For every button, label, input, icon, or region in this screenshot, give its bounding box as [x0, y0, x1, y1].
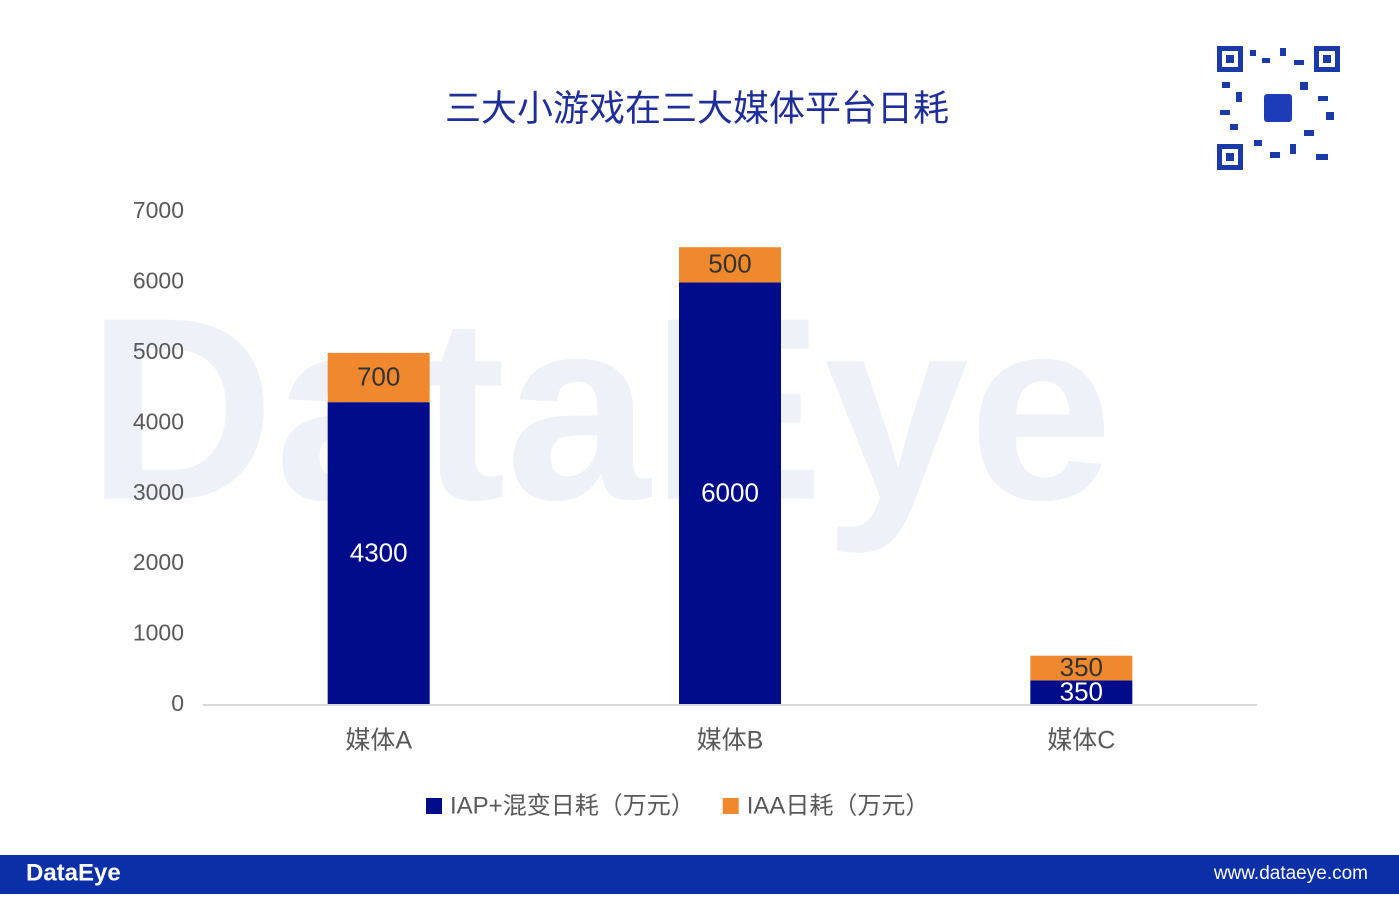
bar-segment: [1030, 655, 1133, 681]
bar-segment: [327, 402, 430, 705]
bar-segment: [679, 247, 781, 283]
legend-label: IAP+混变日耗（万元）: [450, 792, 695, 819]
y-tick-label: 1000: [133, 620, 184, 646]
chart-title: 三大小游戏在三大媒体平台日耗: [445, 88, 949, 129]
legend-swatch: [722, 798, 739, 814]
bar-segment: [327, 352, 430, 403]
y-tick-label: 7000: [133, 197, 184, 223]
data-label: 500: [708, 249, 751, 279]
y-tick-label: 0: [171, 690, 184, 716]
bar-segment: [1030, 680, 1133, 705]
qr-code: [1216, 45, 1340, 171]
x-tick-label: 媒体C: [1047, 727, 1115, 755]
data-label: 6000: [701, 478, 759, 508]
bar-segment: [679, 282, 781, 705]
data-label: 350: [1060, 652, 1103, 682]
watermark: DataEye: [87, 265, 1113, 556]
y-tick-label: 4000: [133, 408, 184, 434]
x-tick-label: 媒体B: [697, 727, 764, 755]
x-tick-label: 媒体A: [345, 727, 412, 755]
footer-brand: DataEye: [26, 859, 121, 886]
legend-swatch: [426, 798, 442, 814]
y-tick-label: 6000: [133, 268, 184, 294]
legend-label: IAA日耗（万元）: [747, 792, 930, 819]
footer-bar: [0, 855, 1399, 894]
data-label: 700: [357, 361, 400, 391]
footer-url: www.dataeye.com: [1213, 863, 1368, 884]
y-tick-label: 3000: [133, 479, 184, 505]
data-label: 350: [1060, 677, 1103, 707]
data-label: 4300: [350, 537, 408, 567]
y-tick-label: 2000: [133, 549, 184, 575]
y-tick-label: 5000: [133, 338, 184, 364]
